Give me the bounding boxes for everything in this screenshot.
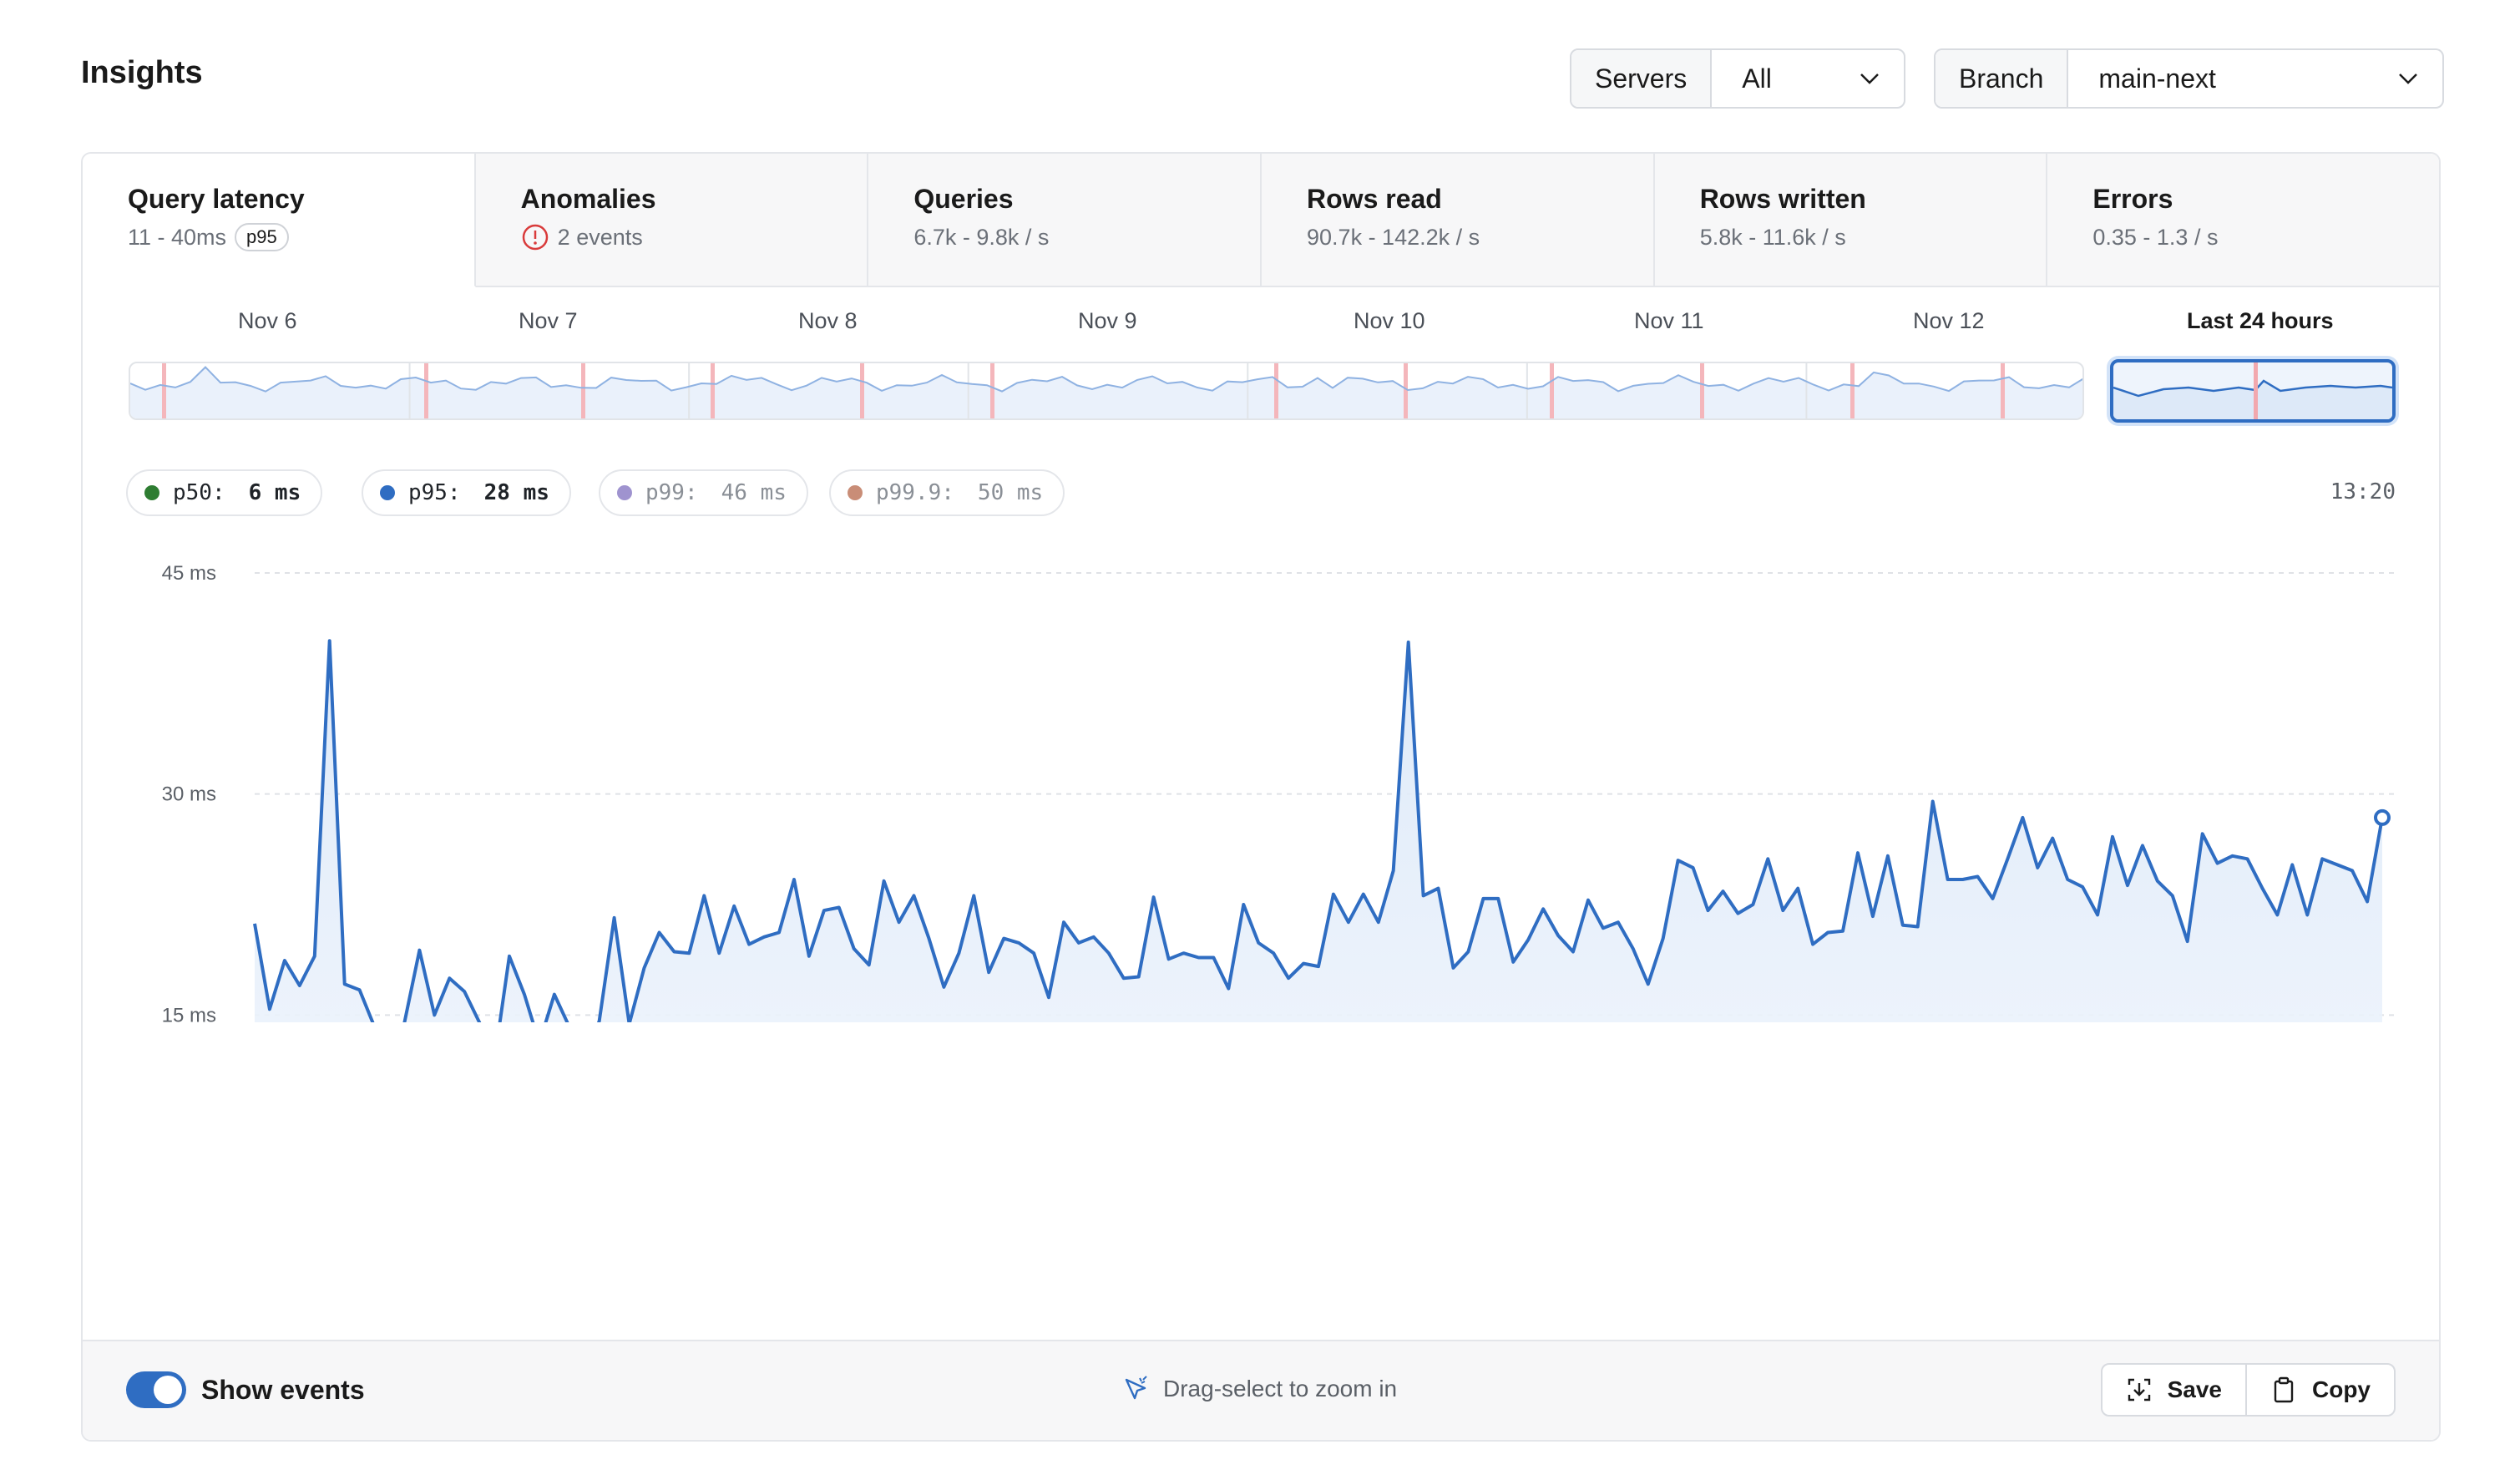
clipboard-icon: [2274, 1376, 2294, 1403]
cursor-select-icon: [1125, 1376, 1147, 1400]
download-icon: [2128, 1378, 2150, 1401]
day-label: Nov 9: [1078, 308, 1137, 333]
event-marker: [162, 363, 166, 418]
legend-name: p50:: [173, 480, 225, 505]
branch-select[interactable]: Branch main-next: [1934, 48, 2444, 109]
y-tick-label: 45 ms: [162, 562, 216, 585]
legend-p99[interactable]: p99: 46 ms: [599, 469, 808, 516]
event-marker: [2001, 363, 2005, 418]
tab-rows-written[interactable]: Rows written 5.8k - 11.6k / s: [1654, 154, 2048, 287]
tab-query-latency[interactable]: Query latency 11 - 40ms p95: [83, 154, 476, 287]
alert-circle-icon: [522, 224, 548, 251]
legend-name: p95:: [408, 480, 461, 505]
legend-value: 50 ms: [977, 480, 1044, 505]
overview-area: [130, 367, 2082, 418]
event-marker: [860, 363, 864, 418]
legend-value: 28 ms: [483, 480, 549, 505]
servers-value: All: [1742, 63, 1772, 94]
tab-title: Anomalies: [520, 184, 656, 214]
hover-timestamp: 13:20: [2330, 479, 2396, 504]
export-buttons: Save Copy: [2100, 1363, 2396, 1417]
event-marker: [1274, 363, 1278, 418]
branch-label: Branch: [1936, 50, 2069, 107]
p95-badge: p95: [235, 223, 289, 251]
last-24-hours-label: Last 24 hours: [2187, 308, 2334, 333]
tab-range: 11 - 40ms: [128, 225, 227, 250]
tab-title: Queries: [913, 184, 1014, 214]
p95-line: [253, 639, 2384, 1022]
legend-name: p99:: [645, 480, 698, 505]
last-24-hours-sparkline: [2113, 362, 2392, 419]
show-events-label: Show events: [201, 1375, 365, 1405]
zoom-hint: Drag-select to zoom in: [1121, 1375, 1397, 1403]
legend-p50[interactable]: p50: 6 ms: [126, 469, 323, 516]
day-label: Nov 12: [1913, 308, 1985, 333]
overview-strip[interactable]: [129, 362, 2084, 420]
overview-sparkline: [130, 363, 2082, 418]
tab-range: 0.35 - 1.3 / s: [2092, 225, 2219, 250]
event-marker: [1700, 363, 1704, 418]
zoom-hint-text: Drag-select to zoom in: [1163, 1376, 1398, 1401]
last-24-hours-selector[interactable]: [2110, 359, 2396, 423]
servers-label: Servers: [1571, 50, 1713, 107]
tab-title: Rows written: [1699, 184, 1866, 214]
legend-name: p99.9:: [876, 480, 954, 505]
day-label: Nov 10: [1354, 308, 1425, 333]
tab-anomalies[interactable]: Anomalies 2 events: [475, 154, 869, 287]
tab-range: 5.8k - 11.6k / s: [1699, 225, 1846, 250]
day-label: Nov 11: [1634, 308, 1704, 333]
show-events-toggle[interactable]: [126, 1371, 186, 1408]
p95-area: [255, 641, 2382, 1022]
tab-rows-read[interactable]: Rows read 90.7k - 142.2k / s: [1262, 154, 1655, 287]
event-marker: [1550, 363, 1554, 418]
event-marker: [1850, 363, 1855, 418]
anomaly-count: 2 events: [557, 225, 643, 250]
legend-value: 46 ms: [721, 480, 787, 505]
p95-endpoint: [2374, 808, 2391, 826]
page-title: Insights: [81, 55, 203, 90]
event-marker: [581, 363, 585, 418]
p95-dot: [380, 485, 395, 500]
event-marker: [424, 363, 428, 418]
servers-select[interactable]: Servers All: [1570, 48, 1905, 109]
insights-card: Query latency 11 - 40ms p95 Anomalies 2 …: [81, 152, 2441, 1442]
tab-range: 6.7k - 9.8k / s: [913, 225, 1050, 250]
p99-dot: [617, 485, 632, 500]
day-label: Nov 7: [519, 308, 578, 333]
y-tick-label: 30 ms: [162, 783, 216, 806]
p50-dot: [144, 485, 159, 500]
day-label: Nov 6: [238, 308, 297, 333]
copy-button[interactable]: Copy: [2245, 1365, 2394, 1415]
event-marker: [711, 363, 715, 418]
tab-range: 90.7k - 142.2k / s: [1307, 225, 1480, 250]
event-marker: [1404, 363, 1408, 418]
tab-title: Query latency: [128, 184, 305, 214]
day-label: Nov 8: [798, 308, 858, 333]
save-button[interactable]: Save: [2103, 1365, 2245, 1415]
legend-p95[interactable]: p95: 28 ms: [362, 469, 571, 516]
chevron-down-icon: [2399, 73, 2417, 84]
metric-tabs: Query latency 11 - 40ms p95 Anomalies 2 …: [83, 154, 2439, 287]
overview-line: [130, 366, 2082, 393]
copy-label: Copy: [2312, 1376, 2371, 1402]
save-label: Save: [2167, 1376, 2222, 1402]
event-marker: [990, 363, 994, 418]
tab-title: Rows read: [1307, 184, 1442, 214]
chevron-down-icon: [1860, 73, 1879, 84]
tab-queries[interactable]: Queries 6.7k - 9.8k / s: [868, 154, 1263, 287]
legend-value: 6 ms: [248, 480, 301, 505]
y-tick-label: 15 ms: [162, 1004, 216, 1022]
tab-title: Errors: [2092, 184, 2173, 214]
tab-errors[interactable]: Errors 0.35 - 1.3 / s: [2047, 154, 2439, 287]
chart-footer: Show events Drag-select to zoom in Save …: [83, 1340, 2439, 1440]
p99-9-dot: [848, 485, 863, 500]
legend-p99-9[interactable]: p99.9: 50 ms: [829, 469, 1065, 516]
branch-value: main-next: [2098, 63, 2216, 94]
